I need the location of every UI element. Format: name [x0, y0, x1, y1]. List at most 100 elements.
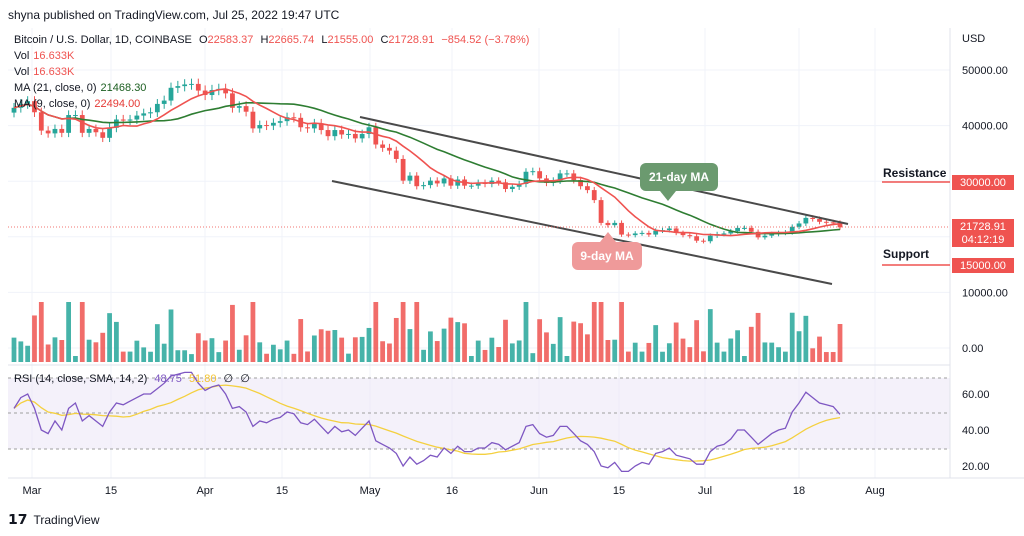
candle-body [223, 88, 229, 94]
candle-body [277, 121, 283, 123]
volume-bar [687, 347, 693, 362]
candle-body [605, 222, 611, 226]
channel-lower-line[interactable] [331, 180, 833, 285]
legend-ma9-label: MA (9, close, 0) [14, 98, 91, 110]
volume-bar [598, 302, 604, 362]
candle-body [120, 119, 126, 121]
volume-bar [475, 340, 481, 362]
candle-body [134, 115, 140, 120]
volume-bar [32, 315, 37, 362]
resistance-price-label: 30000.00 [960, 177, 1006, 189]
volume-bar [721, 351, 727, 362]
candle-body [59, 128, 65, 133]
candle-body [387, 147, 392, 151]
support-marker[interactable]: Support [882, 247, 950, 266]
footer-brand[interactable]: TradingView [33, 512, 100, 527]
candle-body [236, 106, 242, 108]
legend-close-label: C [380, 34, 389, 46]
volume-bar [701, 351, 706, 362]
volume-bar [530, 353, 536, 362]
volume-bar [789, 312, 795, 362]
candle-body [230, 93, 235, 108]
candle-body [45, 130, 51, 134]
volume-bar [625, 351, 631, 362]
volume-bar [571, 321, 577, 362]
volume-bar [769, 342, 775, 362]
volume-bar [236, 349, 242, 362]
candle-body [73, 115, 78, 117]
rsi-tick-label: 40.00 [962, 425, 990, 437]
volume-bar [148, 351, 153, 362]
volume-bar [223, 340, 229, 362]
volume-bar [714, 342, 720, 362]
ma9-line [13, 88, 841, 237]
candle-body [632, 233, 638, 236]
rsi-axis-ticks[interactable]: 60.00 40.00 20.00 [962, 389, 990, 473]
candle-body [516, 183, 522, 187]
volume-bar [605, 340, 611, 362]
candle-body [161, 100, 167, 104]
ma9-tag[interactable]: 9-day MA [572, 232, 642, 270]
legend-low: 21555.00 [327, 34, 374, 46]
candle-body [468, 185, 474, 187]
candle-body [325, 130, 331, 137]
legend-ma21-value: 21468.30 [100, 82, 147, 94]
volume-bar [407, 329, 413, 362]
candle-body [271, 122, 276, 126]
volume-bar [18, 341, 24, 362]
volume-bar [742, 356, 747, 362]
volume-bar [107, 313, 112, 362]
resistance-price-tag: 30000.00 [952, 175, 1014, 190]
candle-body [243, 106, 249, 112]
legend-vol2-label: Vol [14, 66, 30, 78]
time-tick-label: 16 [446, 485, 458, 497]
volume-bar [523, 302, 529, 362]
volume-bar [25, 345, 31, 362]
volume-bar [578, 323, 583, 362]
volume-bar [325, 330, 331, 362]
candle-body [673, 228, 679, 233]
volume-bar [100, 332, 106, 362]
resistance-marker[interactable]: Resistance [882, 166, 950, 183]
candle-body [250, 111, 256, 129]
volume-bar [666, 343, 672, 362]
volume-bar [291, 353, 297, 362]
countdown-label: 04:12:19 [962, 234, 1005, 246]
volume-bar [810, 348, 816, 362]
ma21-tag[interactable]: 21-day MA [640, 163, 718, 201]
price-axis-ticks[interactable]: 50000.0040000.0030000.0020000.0010000.00… [962, 65, 1008, 355]
volume-bar [271, 344, 276, 362]
footer: 𝟭𝟳 TradingView [8, 511, 100, 528]
candle-body [393, 150, 399, 159]
rsi-tick-label: 20.00 [962, 461, 990, 473]
time-axis-ticks[interactable]: Mar 15 Apr 15 May 16 Jun 15 Jul 18 Aug [23, 485, 885, 497]
tradingview-logo-icon[interactable]: 𝟭𝟳 [8, 511, 28, 527]
volume-bar [38, 302, 44, 362]
volume-bar [366, 327, 372, 362]
volume-bar [796, 331, 802, 362]
volume-bar [352, 337, 358, 362]
volume-bar [544, 332, 549, 362]
candle-body [264, 125, 269, 127]
volume-bar [503, 319, 508, 362]
volume-bar [230, 304, 235, 362]
candle-body [789, 226, 795, 233]
current-price-label: 21728.91 [960, 221, 1006, 233]
legend-vol1-row: Vol 16.633K [14, 48, 533, 64]
volume-bar [154, 324, 160, 362]
volume-bar [735, 330, 740, 362]
candle-body [742, 227, 747, 229]
legend-vol1: 16.633K [33, 50, 75, 62]
candle-body [202, 90, 208, 96]
candle-body [475, 182, 481, 186]
candle-body [653, 230, 659, 235]
legend-change: −854.52 (−3.78%) [441, 34, 530, 46]
candle-body [496, 180, 502, 183]
volume-bar [339, 337, 345, 362]
time-tick-label: May [360, 485, 381, 497]
volume-bar [468, 356, 474, 362]
legend-ma21-label: MA (21, close, 0) [14, 82, 97, 94]
candle-body [414, 175, 420, 187]
channel-upper-line[interactable] [359, 116, 849, 225]
